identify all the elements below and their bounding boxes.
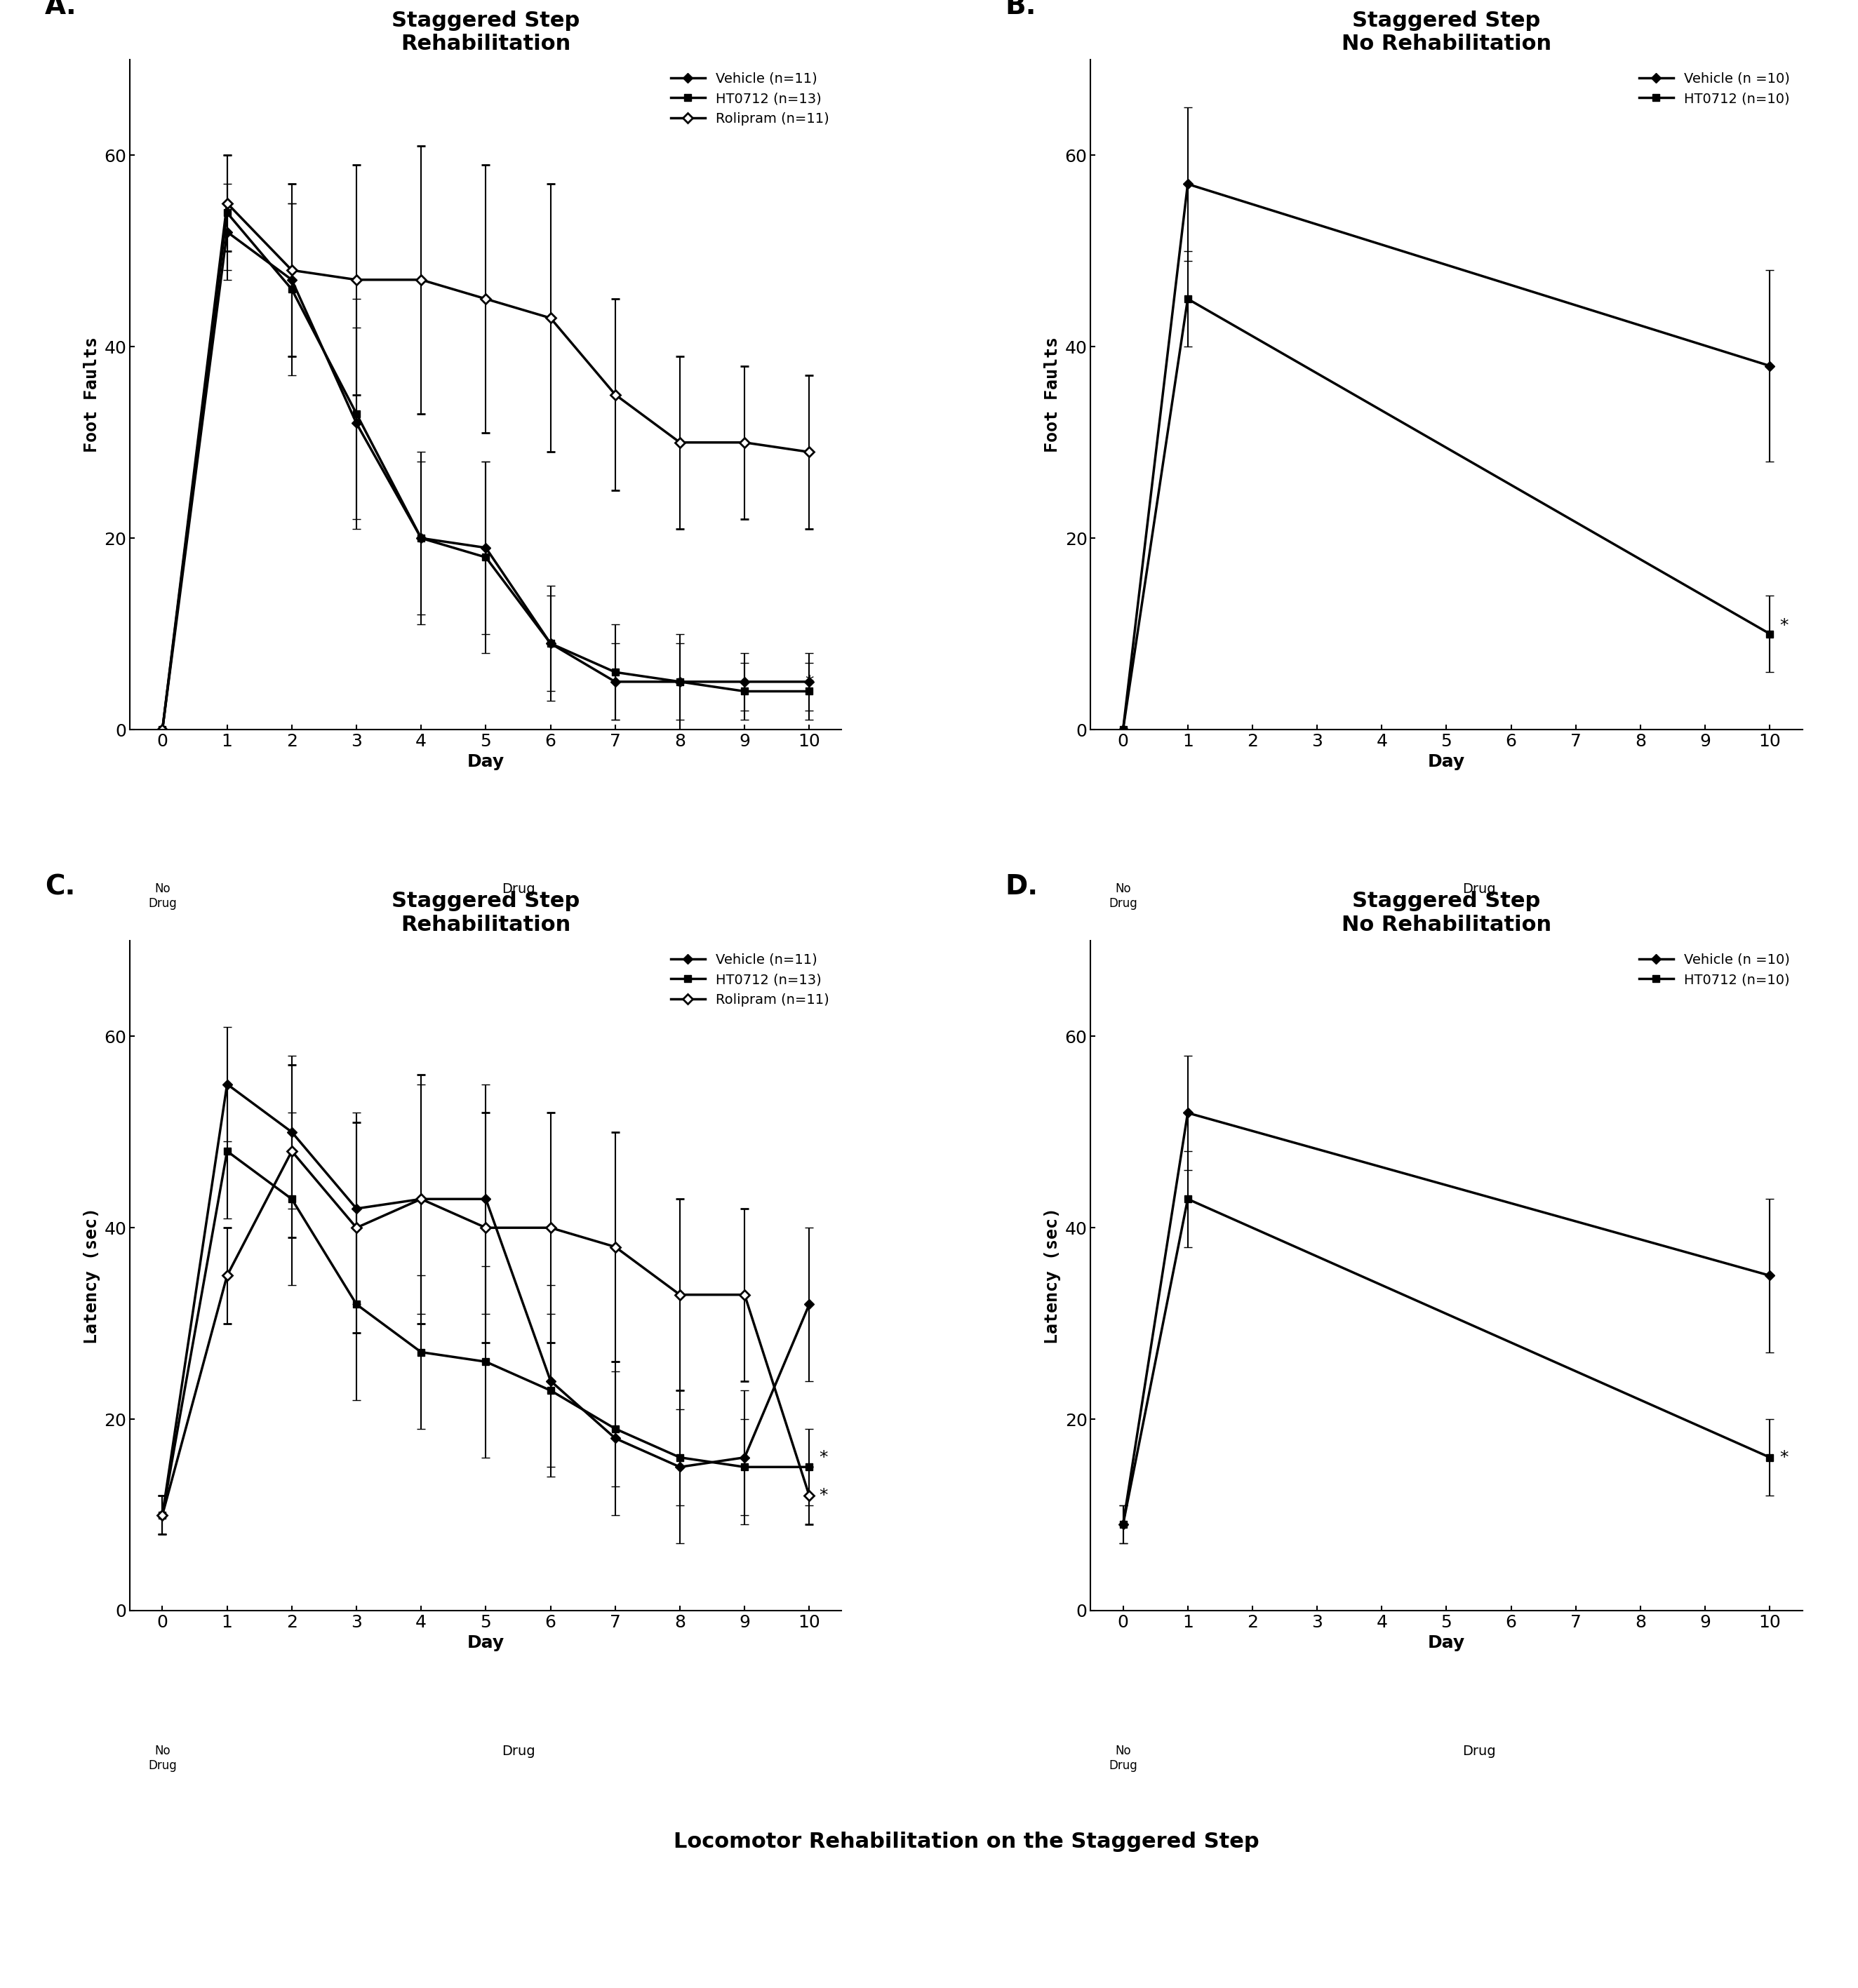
- X-axis label: Day: Day: [1427, 753, 1466, 771]
- Text: *: *: [819, 1449, 827, 1465]
- Text: *: *: [1780, 616, 1787, 634]
- Text: C.: C.: [45, 873, 74, 901]
- Text: D.: D.: [1005, 873, 1039, 901]
- Text: No
Drug: No Drug: [149, 1745, 177, 1771]
- Legend: Vehicle (n=11), HT0712 (n=13), Rolipram (n=11): Vehicle (n=11), HT0712 (n=13), Rolipram …: [665, 948, 834, 1012]
- Text: B.: B.: [1005, 0, 1037, 20]
- Text: Drug: Drug: [502, 883, 535, 897]
- Text: No
Drug: No Drug: [149, 883, 177, 911]
- Text: *: *: [819, 1487, 827, 1505]
- Y-axis label: Foot Faults: Foot Faults: [1044, 336, 1061, 453]
- Title: Staggered Step
Rehabilitation: Staggered Step Rehabilitation: [392, 891, 580, 934]
- Text: *: *: [805, 674, 814, 692]
- Text: Drug: Drug: [1462, 883, 1496, 897]
- Y-axis label: Latency (sec): Latency (sec): [1044, 1207, 1061, 1344]
- Text: Drug: Drug: [502, 1745, 535, 1757]
- X-axis label: Day: Day: [1427, 1634, 1466, 1652]
- Text: Drug: Drug: [1462, 1745, 1496, 1757]
- Legend: Vehicle (n =10), HT0712 (n=10): Vehicle (n =10), HT0712 (n=10): [1633, 66, 1795, 111]
- X-axis label: Day: Day: [466, 1634, 505, 1652]
- Title: Staggered Step
No Rehabilitation: Staggered Step No Rehabilitation: [1341, 10, 1551, 54]
- Y-axis label: Latency (sec): Latency (sec): [84, 1207, 100, 1344]
- Y-axis label: Foot Faults: Foot Faults: [84, 336, 100, 453]
- X-axis label: Day: Day: [466, 753, 505, 771]
- Title: Staggered Step
No Rehabilitation: Staggered Step No Rehabilitation: [1341, 891, 1551, 934]
- Text: A.: A.: [45, 0, 76, 20]
- Text: No
Drug: No Drug: [1109, 883, 1137, 911]
- Text: No
Drug: No Drug: [1109, 1745, 1137, 1771]
- Title: Staggered Step
Rehabilitation: Staggered Step Rehabilitation: [392, 10, 580, 54]
- Legend: Vehicle (n=11), HT0712 (n=13), Rolipram (n=11): Vehicle (n=11), HT0712 (n=13), Rolipram …: [665, 66, 834, 131]
- Legend: Vehicle (n =10), HT0712 (n=10): Vehicle (n =10), HT0712 (n=10): [1633, 948, 1795, 992]
- Text: Locomotor Rehabilitation on the Staggered Step: Locomotor Rehabilitation on the Staggere…: [673, 1831, 1260, 1853]
- Text: *: *: [1780, 1449, 1787, 1465]
